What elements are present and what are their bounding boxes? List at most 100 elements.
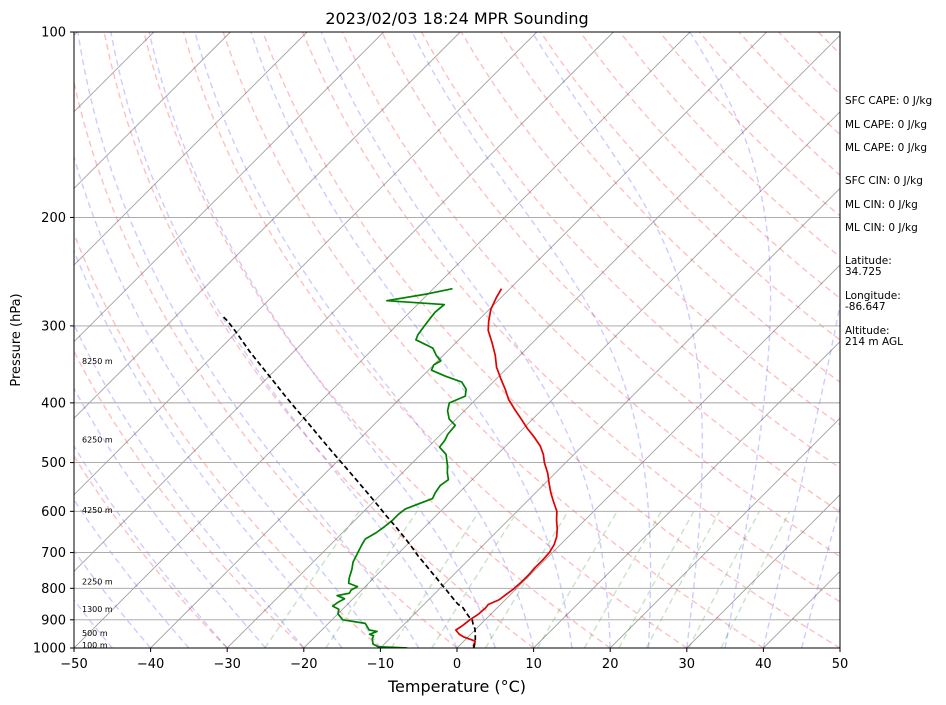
dry-adiabat	[182, 32, 688, 648]
moist-adiabat	[801, 503, 840, 648]
latitude-label: Latitude:	[845, 255, 892, 267]
moist-adiabat	[74, 387, 267, 648]
y-tick-label: 100	[41, 26, 66, 41]
x-tick-label: 50	[832, 657, 849, 672]
indices-panel: SFC CAPE: 0 J/kg ML CAPE: 0 J/kg ML CAPE…	[845, 95, 932, 234]
plot-frame	[73, 31, 841, 649]
dry-adiabat	[103, 32, 535, 648]
isotherm-line	[74, 32, 384, 343]
sfc-cin-text: SFC CIN: 0 J/kg	[845, 175, 923, 187]
moist-adiabat	[77, 32, 420, 648]
moist-adiabat	[194, 32, 535, 648]
isotherm-line	[609, 417, 840, 648]
location-panel: Latitude: 34.725 Longitude: -86.647 Alti…	[845, 255, 903, 348]
mixing-ratio-line	[583, 510, 663, 648]
plot-area: 100 m 500 m 1300 m 2250 m 4250 m 6250 m 8250 m	[0, 32, 840, 650]
dry-adiabat	[262, 32, 840, 648]
x-tick-label: −20	[290, 657, 317, 672]
y-tick-label: 1000	[33, 642, 66, 657]
moist-adiabat	[148, 32, 496, 648]
moist-adiabat	[110, 32, 458, 648]
moist-adiabat	[689, 32, 772, 648]
y-tick-label: 700	[41, 546, 66, 561]
height-labels: 100 m 500 m 1300 m 2250 m 4250 m 6250 m 8250 m	[82, 357, 113, 650]
moist-adiabat	[320, 32, 611, 648]
isotherm-line	[533, 340, 840, 648]
sfc-cape-text: SFC CAPE: 0 J/kg	[845, 95, 932, 107]
isotherm-line	[226, 34, 840, 648]
y-tick-label: 300	[41, 319, 66, 334]
dry-adiabat	[74, 349, 305, 648]
ml-cin-text-2: ML CIN: 0 J/kg	[845, 222, 918, 234]
dry-adiabat	[74, 231, 381, 648]
background-lines	[0, 32, 840, 648]
moist-adiabat	[74, 598, 113, 648]
isotherm-line	[0, 32, 1, 648]
dry-adiabat	[579, 32, 840, 300]
mixing-ratio-line	[688, 511, 761, 648]
x-tick-label: 0	[453, 657, 461, 672]
parcel-trace	[221, 315, 477, 648]
isotherm-line	[303, 111, 840, 648]
height-label: 2250 m	[82, 578, 113, 587]
longitude-value: -86.647	[845, 301, 886, 313]
height-label: 500 m	[82, 629, 108, 638]
mixing-ratio-line	[325, 510, 418, 648]
sounding-traces	[221, 287, 559, 648]
mixing-ratio-line	[484, 510, 569, 648]
isotherm-line	[74, 32, 538, 496]
dewpoint-trace	[331, 287, 467, 648]
x-axis: −50 −40 −30 −20 −10 0 10 20 30 40 50	[60, 648, 848, 672]
mixing-ratio-line	[536, 510, 618, 648]
x-axis-label: Temperature (°C)	[387, 677, 526, 696]
x-tick-label: −50	[60, 657, 87, 672]
x-tick-label: −30	[213, 657, 240, 672]
height-label: 1300 m	[82, 605, 113, 614]
moist-adiabat	[74, 154, 381, 648]
mixing-ratio-line	[720, 511, 791, 648]
y-tick-label: 200	[41, 211, 66, 226]
chart-title: 2023/02/03 18:24 MPR Sounding	[325, 9, 588, 28]
mixing-ratio-line	[645, 511, 721, 648]
height-label: 4250 m	[82, 506, 113, 515]
x-tick-label: 20	[602, 657, 619, 672]
temperature-trace	[454, 288, 559, 648]
ml-cape-text-2: ML CAPE: 0 J/kg	[845, 142, 927, 154]
altitude-label: Altitude:	[845, 325, 890, 337]
isotherm-line	[456, 264, 840, 648]
ml-cin-text: ML CIN: 0 J/kg	[845, 199, 918, 211]
mixing-ratio-line	[264, 510, 360, 648]
y-tick-label: 800	[41, 582, 66, 597]
isotherm-line	[74, 32, 614, 573]
isotherm-line	[74, 32, 308, 266]
y-axis-label: Pressure (hPa)	[9, 293, 24, 386]
latitude-value: 34.725	[845, 266, 882, 278]
y-tick-label: 400	[41, 396, 66, 411]
height-label: 6250 m	[82, 436, 113, 445]
isotherm-line	[686, 494, 840, 648]
y-tick-label: 500	[41, 456, 66, 471]
moist-adiabat	[250, 32, 573, 648]
dry-adiabat	[74, 79, 458, 648]
x-tick-label: −40	[137, 657, 164, 672]
isotherm-line	[150, 32, 767, 648]
y-tick-label: 900	[41, 613, 66, 628]
moist-adiabat	[74, 248, 343, 648]
moist-adiabat	[74, 498, 190, 648]
isotherm-line	[74, 32, 461, 419]
isotherm-line	[74, 32, 231, 190]
x-tick-label: 30	[679, 657, 696, 672]
mixing-ratio-line	[618, 510, 695, 648]
x-tick-label: 40	[755, 657, 772, 672]
dry-adiabat	[143, 32, 611, 648]
y-axis: 100 200 300 400 500 600 700 800 900 1000	[33, 26, 74, 657]
altitude-value: 214 m AGL	[845, 336, 903, 348]
height-label: 100 m	[82, 641, 108, 650]
height-label: 8250 m	[82, 357, 113, 366]
longitude-label: Longitude:	[845, 290, 901, 302]
x-tick-label: −10	[367, 657, 394, 672]
moist-adiabat	[762, 301, 840, 648]
moist-adiabat	[74, 444, 228, 648]
moist-adiabat	[411, 32, 652, 648]
